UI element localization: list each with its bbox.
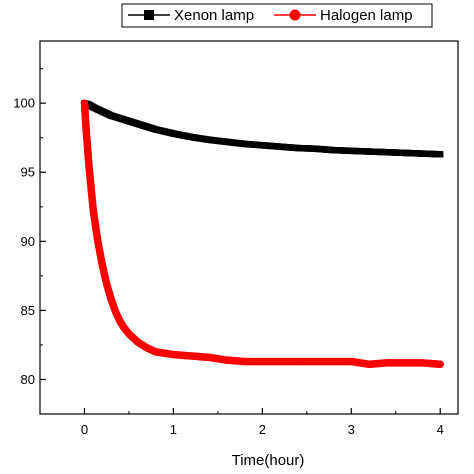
x-axis: 0 1 2 3 4 [81, 408, 444, 437]
y-axis: 80 85 90 95 100 [13, 68, 46, 415]
x-tick-label: 3 [348, 422, 355, 437]
legend-label-halogen: Halogen lamp [320, 7, 413, 24]
y-tick-label: 90 [21, 234, 35, 249]
legend-label-xenon: Xenon lamp [174, 7, 254, 24]
y-tick-label: 85 [21, 303, 35, 318]
legend: Xenon lamp Halogen lamp [121, 3, 433, 28]
legend-marker-halogen [289, 9, 301, 21]
x-tick-label: 2 [259, 422, 266, 437]
series-halogen-lamp [80, 99, 445, 369]
x-tick-label: 0 [81, 422, 88, 437]
plot-area [80, 99, 445, 369]
x-axis-title: Time(hour) [232, 452, 305, 469]
data-point [436, 360, 445, 369]
plot-frame [39, 40, 459, 415]
y-tick-label: 80 [21, 372, 35, 387]
y-tick-label: 95 [21, 165, 35, 180]
data-point [437, 151, 444, 158]
series-xenon-lamp [81, 99, 444, 158]
y-tick-label: 100 [13, 96, 35, 111]
x-tick-label: 4 [437, 422, 444, 437]
legend-marker-xenon [144, 10, 154, 20]
x-tick-label: 1 [170, 422, 177, 437]
